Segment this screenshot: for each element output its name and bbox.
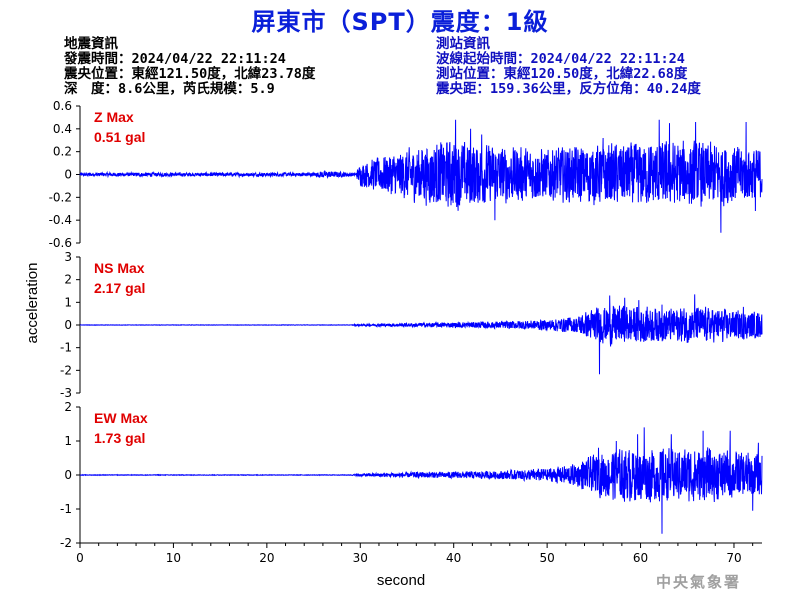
x-tick-label: 20 — [259, 551, 274, 565]
y-tick-label: 0 — [64, 318, 72, 332]
earthquake-info-heading: 地震資訊 — [64, 36, 118, 52]
x-tick-label: 0 — [76, 551, 84, 565]
y-axis-label: acceleration — [24, 263, 41, 344]
page-title: 屏東市（SPT）震度：1級 — [251, 8, 549, 36]
station-location: 測站位置：東經120.50度，北緯22.68度 — [436, 66, 688, 82]
y-tick-label: 1 — [64, 295, 72, 309]
y-tick-label: 2 — [64, 400, 72, 414]
y-tick-label: 3 — [64, 250, 72, 264]
x-tick-label: 30 — [353, 551, 368, 565]
waveform-z — [79, 119, 763, 233]
y-tick-label: 0 — [64, 168, 72, 182]
x-tick-label: 50 — [539, 551, 554, 565]
depth-magnitude: 深 度：8.6公里，芮氏規模：5.9 — [64, 81, 275, 97]
y-tick-label: -0.6 — [49, 236, 72, 250]
y-tick-label: 0.4 — [53, 122, 72, 136]
max-label-ns: NS Max — [94, 260, 145, 276]
y-tick-label: -2 — [60, 536, 72, 550]
panel-z: 0.6 0.4 0.2 0 -0.2 -0.4 -0.6 Z Max 0.51 gal — [49, 99, 763, 250]
station-info: 測站資訊 波線起始時間：2024/04/22 22:11:24 測站位置：東經1… — [436, 37, 701, 97]
y-tick-label: 0 — [64, 468, 72, 482]
y-tick-label: 1 — [64, 434, 72, 448]
y-tick-label: 0.6 — [53, 99, 72, 113]
y-tick-label: -1 — [60, 341, 72, 355]
x-tick-label: 70 — [726, 551, 741, 565]
max-label-ew: EW Max — [94, 410, 148, 426]
max-label-z: Z Max — [94, 109, 134, 125]
y-tick-label: -3 — [60, 386, 72, 400]
max-value-ns: 2.17 gal — [94, 280, 145, 296]
y-tick-label: 0.2 — [53, 145, 72, 159]
x-tick-label: 10 — [166, 551, 181, 565]
agency-watermark: 中央氣象署 — [656, 573, 742, 591]
waveform-ew — [79, 427, 763, 534]
max-value-ew: 1.73 gal — [94, 430, 145, 446]
origin-time: 發震時間：2024/04/22 22:11:24 — [64, 51, 286, 67]
panel-ns: 3 2 1 0 -1 -2 -3 NS Max 2.17 gal — [60, 250, 763, 400]
max-value-z: 0.51 gal — [94, 129, 145, 145]
epicentral-distance: 震央距：159.36公里，反方位角：40.24度 — [436, 81, 701, 97]
earthquake-info: 地震資訊 發震時間：2024/04/22 22:11:24 震央位置：東經121… — [64, 37, 315, 97]
y-tick-label: -0.4 — [49, 213, 72, 227]
x-tick-label: 40 — [446, 551, 461, 565]
panel-ew: 2 1 0 -1 -2 EW Max 1.73 gal — [60, 400, 763, 550]
y-tick-label: -1 — [60, 502, 72, 516]
y-tick-label: 2 — [64, 273, 72, 287]
y-tick-label: -0.2 — [49, 190, 72, 204]
epicenter-location: 震央位置：東經121.50度，北緯23.78度 — [64, 66, 316, 82]
waveform-start-time: 波線起始時間：2024/04/22 22:11:24 — [436, 51, 685, 67]
station-info-heading: 測站資訊 — [436, 36, 490, 52]
y-tick-label: -2 — [60, 363, 72, 377]
x-tick-label: 60 — [633, 551, 648, 565]
waveform-ns — [80, 294, 763, 375]
x-axis-label: second — [377, 572, 425, 589]
